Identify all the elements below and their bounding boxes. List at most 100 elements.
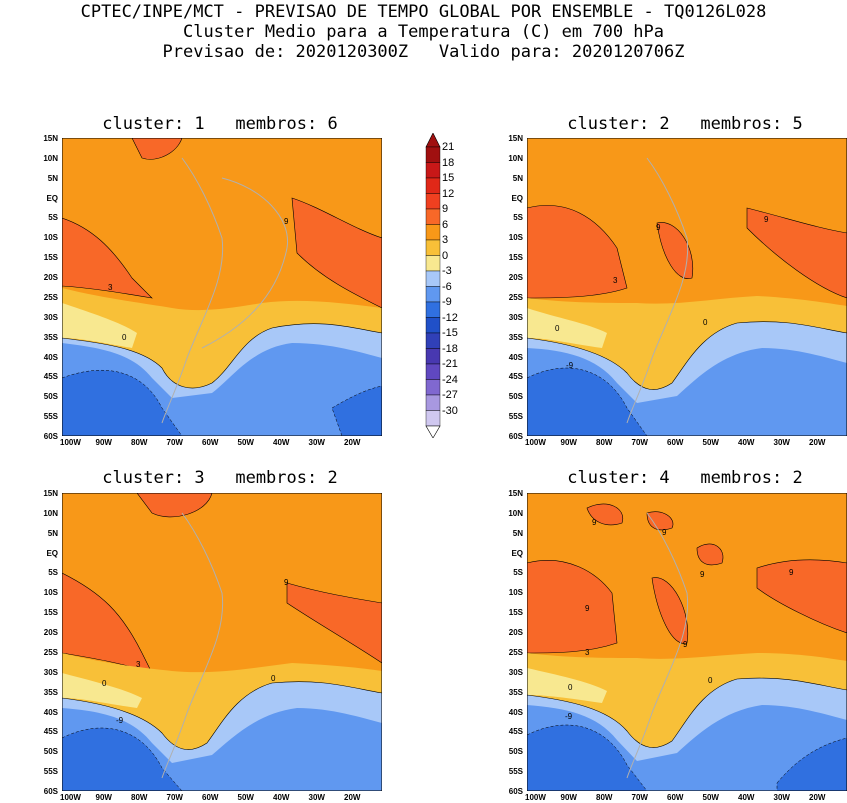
longitude-tick-label: 100W xyxy=(60,793,81,802)
latitude-tick-label: 25S xyxy=(508,647,523,657)
latitude-tick-label: 30S xyxy=(508,312,523,322)
colorbar-swatch xyxy=(425,193,441,210)
latitude-tick-label: 55S xyxy=(508,412,523,422)
latitude-tick-label: 50S xyxy=(508,747,523,757)
contour-label: 9 xyxy=(592,518,597,527)
colorbar-label: 9 xyxy=(442,203,449,215)
longitude-tick-label: 60W xyxy=(202,793,219,802)
contour-label: 9 xyxy=(656,223,661,232)
colorbar-label: -6 xyxy=(442,280,452,293)
colorbar-label: -18 xyxy=(442,342,458,355)
contour-label: -9 xyxy=(565,712,573,721)
longitude-tick-label: 30W xyxy=(308,793,325,802)
latitude-tick-label: 20S xyxy=(43,273,58,283)
latitude-tick-label: 15N xyxy=(43,134,58,143)
latitude-tick-label: 25S xyxy=(43,292,58,302)
latitude-tick-label: 20S xyxy=(508,628,523,638)
longitude-tick-label: 20W xyxy=(344,438,361,447)
longitude-tick-label: 90W xyxy=(95,438,112,447)
contour-label: -9 xyxy=(116,716,124,725)
contour-label: 9 xyxy=(700,570,705,579)
latitude-tick-label: 45S xyxy=(508,727,523,737)
latitude-tick-label: 30S xyxy=(508,667,523,677)
colorbar-swatch xyxy=(425,301,441,318)
colorbar-swatch xyxy=(425,410,441,427)
longitude-tick-label: 50W xyxy=(702,793,719,802)
colorbar-label: -12 xyxy=(442,311,458,324)
colorbar-swatch xyxy=(425,379,441,396)
colorbar-swatch xyxy=(425,270,441,287)
longitude-tick-label: 40W xyxy=(273,793,290,802)
longitude-tick-label: 40W xyxy=(273,438,290,447)
longitude-tick-label: 60W xyxy=(667,793,684,802)
colorbar-label: 6 xyxy=(442,218,449,231)
colorbar-swatch xyxy=(425,363,441,380)
longitude-tick-label: 90W xyxy=(560,438,577,447)
latitude-tick-label: 35S xyxy=(508,687,523,697)
colorbar-label: -9 xyxy=(442,296,452,308)
colorbar-label: -27 xyxy=(442,389,458,401)
longitude-tick-label: 50W xyxy=(702,438,719,447)
latitude-tick-label: 45S xyxy=(43,727,58,737)
latitude-tick-label: 20S xyxy=(43,628,58,638)
longitude-tick-label: 100W xyxy=(60,438,81,447)
colorbar-swatch xyxy=(425,317,441,334)
longitude-tick-label: 20W xyxy=(809,793,826,802)
contour-label: 3 xyxy=(108,283,113,292)
longitude-tick-label: 80W xyxy=(596,438,613,447)
latitude-tick-label: 45S xyxy=(43,372,58,382)
longitude-tick-label: 30W xyxy=(308,438,325,447)
colorbar-label: 21 xyxy=(442,141,455,153)
panel-title-cluster-3: cluster: 3 membros: 2 xyxy=(102,468,338,488)
colorbar-swatch xyxy=(425,239,441,256)
temperature-map-4: 9 9 9 9 9 9 3 0 0 -9 xyxy=(526,492,847,792)
longitude-tick-label: 70W xyxy=(166,438,183,447)
main-title: CPTEC/INPE/MCT - PREVISAO DE TEMPO GLOBA… xyxy=(80,2,767,22)
longitude-tick-label: 70W xyxy=(166,793,183,802)
contour-label: 3 xyxy=(585,648,590,657)
latitude-tick-label: 50S xyxy=(508,392,523,402)
longitude-tick-label: 20W xyxy=(809,438,826,447)
longitude-tick-label: 20W xyxy=(344,793,361,802)
contour-label: 0 xyxy=(271,674,276,683)
latitude-tick-label: 40S xyxy=(508,707,523,717)
latitude-tick-label: 25S xyxy=(508,292,523,302)
latitude-tick-label: 10S xyxy=(43,233,58,243)
longitude-tick-label: 70W xyxy=(631,438,648,447)
latitude-tick-label: EQ xyxy=(511,548,523,558)
latitude-tick-label: 10N xyxy=(43,508,58,518)
contour-label: 0 xyxy=(708,676,713,685)
temperature-map-3: 9 3 0 0 -9 xyxy=(61,492,383,792)
latitude-tick-label: 20S xyxy=(508,273,523,283)
colorbar-label: 15 xyxy=(442,172,455,184)
longitude-tick-label: 80W xyxy=(596,793,613,802)
longitude-tick-label: 80W xyxy=(131,793,148,802)
contour-label: 9 xyxy=(789,568,794,577)
longitude-tick-label: 90W xyxy=(95,793,112,802)
map-panel-cluster-1: 3 0 9 xyxy=(61,137,383,437)
colorbar-label: 0 xyxy=(442,249,449,262)
forecast-dates: Previsao de: 2020120300Z Valido para: 20… xyxy=(162,42,685,62)
latitude-tick-label: 55S xyxy=(43,767,58,777)
longitude-tick-label: 70W xyxy=(631,793,648,802)
colorbar-swatch xyxy=(425,255,441,272)
colorbar-swatch xyxy=(425,286,441,303)
colorbar-min-arrow xyxy=(425,425,441,438)
contour-label: 0 xyxy=(703,318,708,327)
contour-label: 0 xyxy=(555,324,560,333)
contour-label: 9 xyxy=(683,640,688,649)
longitude-tick-label: 100W xyxy=(525,438,546,447)
colorbar-label: 12 xyxy=(442,187,455,200)
contour-label: 0 xyxy=(102,679,107,688)
latitude-tick-label: 55S xyxy=(508,767,523,777)
latitude-tick-label: 5S xyxy=(513,213,523,223)
longitude-tick-label: 100W xyxy=(525,793,546,802)
colorbar-label: -24 xyxy=(442,373,458,386)
colorbar-swatch xyxy=(425,394,441,411)
longitude-tick-label: 60W xyxy=(667,438,684,447)
latitude-tick-label: 35S xyxy=(43,332,58,342)
latitude-tick-label: 5S xyxy=(48,568,58,578)
latitude-tick-label: 15S xyxy=(508,608,523,618)
contour-label: 9 xyxy=(284,578,289,587)
map-panel-cluster-3: 9 3 0 0 -9 xyxy=(61,492,383,792)
